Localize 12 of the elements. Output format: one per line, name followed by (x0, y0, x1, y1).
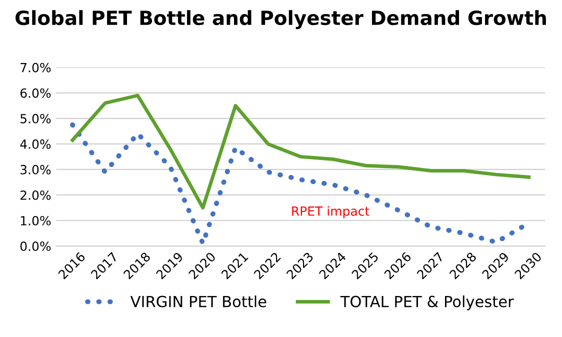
legend-label: TOTAL PET & Polyester (340, 295, 514, 310)
chart-title: Global PET Bottle and Polyester Demand Growth (16, 10, 546, 30)
y-tick-label: 5.0% (20, 114, 51, 124)
annotation: RPET impact (292, 206, 370, 218)
y-tick-label: 1.0% (20, 216, 51, 226)
y-tick-label: 0.0% (20, 241, 51, 251)
legend-label: VIRGIN PET Bottle (130, 295, 266, 308)
y-tick-label: 3.0% (20, 164, 51, 174)
y-tick-label: 4.0% (20, 139, 51, 149)
y-tick-label: 7.0% (20, 62, 51, 72)
y-tick-label: 6.0% (20, 88, 51, 98)
y-tick-label: 2.0% (20, 190, 51, 200)
